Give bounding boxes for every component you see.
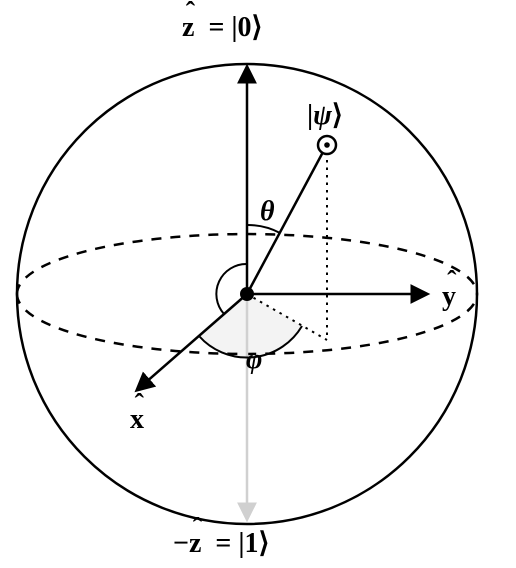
origin-dot — [240, 287, 254, 301]
label-z-top: z ˆ = |0⟩ — [182, 14, 262, 42]
label-theta: θ — [260, 198, 275, 226]
state-vector-tip-inner — [324, 142, 330, 148]
bloch-sphere-svg — [0, 0, 516, 568]
state-vector-line — [247, 152, 323, 294]
label-x: x ˆ — [130, 406, 144, 434]
label-y: y ˆ — [442, 283, 456, 311]
label-psi: |ψ⟩ — [307, 102, 343, 130]
label-z-bottom: − z ˆ = |1⟩ — [173, 530, 269, 558]
label-phi: φ — [246, 346, 262, 374]
